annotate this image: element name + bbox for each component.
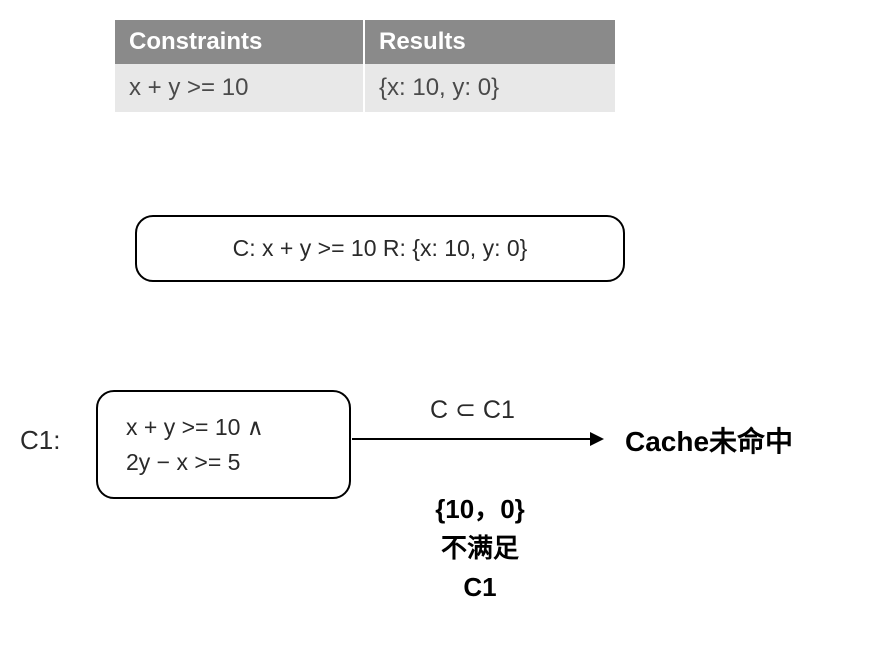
annotation-not-satisfy: 不满足 [400,529,560,568]
table-row: x + y >= 10 {x: 10, y: 0} [115,64,615,112]
box-cached-cr: C: x + y >= 10 R: {x: 10, y: 0} [135,215,625,282]
subset-relation-label: C ⊂ C1 [430,395,515,425]
col-header-results: Results [365,20,615,64]
label-c1: C1: [20,425,60,456]
c1-line2: 2y − x >= 5 [126,445,321,480]
annotation-values: {10，0} [400,490,560,529]
cache-miss-label: Cache未命中 [625,420,793,460]
box-c1-constraints: x + y >= 10 ∧ 2y − x >= 5 [96,390,351,499]
c1-line1: x + y >= 10 ∧ [126,410,321,445]
arrow-to-cache [352,438,602,440]
constraints-table: Constraints Results x + y >= 10 {x: 10, … [115,20,615,112]
cell-constraint: x + y >= 10 [115,64,365,112]
table-header-row: Constraints Results [115,20,615,64]
box-cr-text: C: x + y >= 10 R: {x: 10, y: 0} [233,235,528,261]
bottom-annotation: {10，0} 不满足 C1 [400,490,560,607]
col-header-constraints: Constraints [115,20,365,64]
annotation-c1: C1 [400,568,560,607]
cell-result: {x: 10, y: 0} [365,64,615,112]
